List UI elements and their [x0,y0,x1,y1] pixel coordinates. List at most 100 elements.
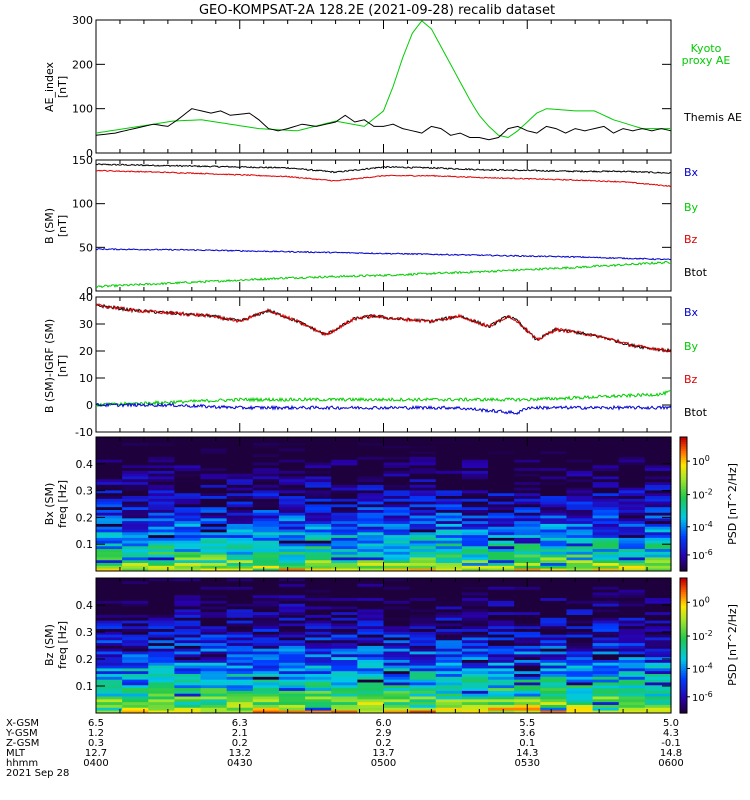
spectrogram-cell [514,534,541,538]
spectrogram-cell [488,665,515,669]
spectrogram-cell [200,492,228,497]
spectrogram-cell [96,509,123,513]
spectrogram-cell [566,600,594,604]
spectrogram-cell [540,481,568,485]
spectrogram-cell [618,473,646,477]
spectrogram-cell [148,506,176,510]
spectrogram-cell [566,445,594,449]
spectrogram-cell [566,470,594,474]
spectrogram-cell [200,583,228,587]
spectrogram-cell [357,614,385,618]
spectrogram-cell [96,617,123,621]
spectrogram-cell [96,476,123,480]
spectrogram-cell [331,662,358,666]
spectrogram-cell [540,656,568,660]
spectrogram-cell [174,456,202,460]
x-axis-row-label: Y-GSM [5,728,38,739]
spectrogram-cell [409,639,437,644]
colorbar-step [680,611,687,615]
spectrogram-cell [592,476,620,480]
spectrogram-cell [331,545,358,550]
spectrogram-cell [148,437,176,441]
spectrogram-cell [357,495,385,499]
spectrogram-cell [383,698,411,703]
spectrogram-cell [278,597,306,601]
spectrogram-cell [409,656,437,660]
spectrogram-cell [96,600,123,604]
spectrogram-cell [357,437,385,441]
spectrogram-cell [174,634,202,638]
spectrogram-cell [618,631,646,635]
spectrogram-cell [278,704,306,708]
spectrogram-cell [514,608,541,613]
spectrogram-cell [435,545,463,550]
spectrogram-cell [409,617,437,621]
spectrogram-cell [357,512,385,516]
spectrogram-cell [226,515,254,519]
spectrogram-cell [278,545,306,550]
spectrogram-cell [435,625,463,630]
colorbar-frame [679,577,688,714]
x-axis-row-value: 6.0 [376,718,392,729]
x-axis-row-value: 6.5 [88,718,104,729]
spectrogram-cell [461,557,489,561]
spectrogram-cell [488,673,515,677]
spectrogram-cell [514,693,541,697]
spectrogram-cell [618,492,646,497]
spectrogram-cell [331,450,358,455]
spectrogram-cell [409,559,437,564]
spectrogram-cell [409,562,437,566]
figure-title: GEO-KOMPSAT-2A 128.2E (2021-09-28) recal… [199,3,555,18]
spectrogram-cell [96,578,123,582]
spectrogram-cell [644,439,672,443]
colorbar-step [680,454,687,458]
spectrogram-cell [461,437,489,441]
spectrogram-cell [461,704,489,708]
spectrogram-cell [278,670,306,675]
spectrogram-cell [409,448,437,452]
spectrogram-cell [618,498,646,502]
spectrogram-cell [435,557,463,561]
spectrogram-cell [618,462,646,466]
spectrogram-cell [644,484,672,488]
spectrogram-cell [514,623,541,627]
spectrogram-cell [383,509,411,513]
spectrogram-cell [435,682,463,686]
spectrogram-cell [200,637,228,641]
spectrogram-cell [96,537,123,541]
spectrogram-cell [331,490,358,494]
spectrogram-cell [226,506,254,510]
spectrogram-cell [174,437,202,441]
spectrogram-cell [383,565,411,569]
spectrogram-cell [357,545,385,550]
spectrogram-cell [200,696,228,700]
bx-spectrogram-ylabel: Bx (SM) [43,483,56,526]
spectrogram-cell [435,450,463,455]
spectrogram-cell [618,523,646,527]
spectrogram-cell [644,450,672,455]
spectrogram-cell [644,600,672,604]
spectrogram-cell [305,554,332,558]
spectrogram-cell [461,611,489,615]
spectrogram-cell [644,537,672,541]
spectrogram-cell [122,710,149,714]
spectrogram-cell [278,504,306,508]
spectrogram-cell [148,701,176,705]
spectrogram-cell [435,509,463,513]
spectrogram-cell [331,628,358,632]
spectrogram-cell [383,559,411,564]
spectrogram-cell [540,520,568,524]
spectrogram-cell [644,634,672,638]
spectrogram-cell [566,453,594,457]
spectrogram-cell [644,534,672,538]
spectrogram-cell [226,653,254,658]
spectrogram-cell [592,478,620,483]
spectrogram-cell [618,645,646,649]
spectrogram-cell [566,545,594,550]
spectrogram-cell [122,662,149,666]
spectrogram-cell [305,517,332,522]
spectrogram-cell [409,682,437,686]
spectrogram-cell [540,492,568,497]
spectrogram-cell [305,614,332,618]
